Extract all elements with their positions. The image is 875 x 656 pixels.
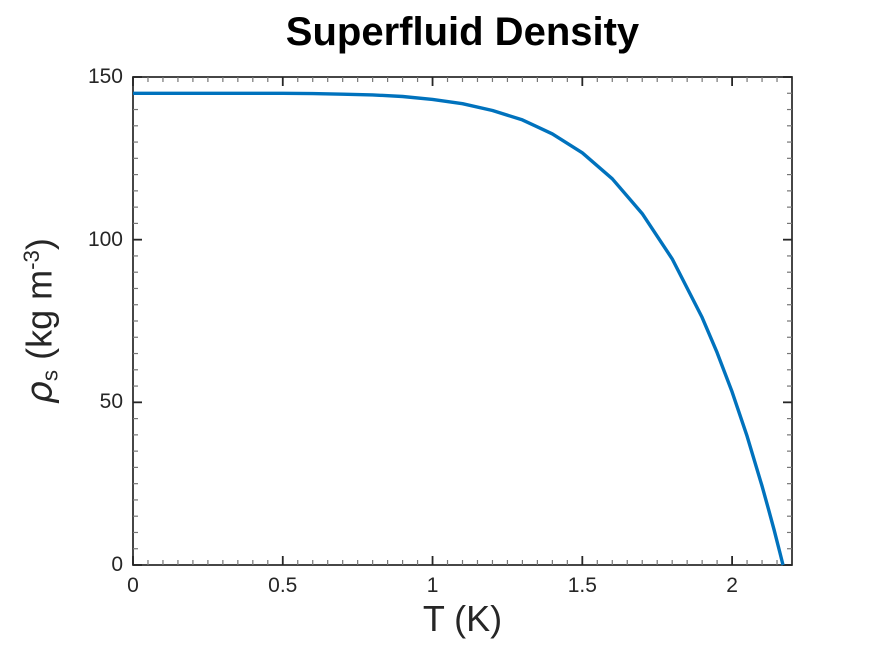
y-unit-exponent: -3 [19,250,44,270]
chart-title: Superfluid Density [285,10,640,54]
y-tick-label: 100 [87,227,123,251]
y-unit-prefix: (kg m [18,269,60,370]
rho-subscript: s [37,369,63,382]
x-axis-label: T (K) [422,598,503,639]
y-tick-label: 0 [111,553,123,576]
x-tick-label: 0.5 [268,574,298,597]
axes-box [132,76,793,566]
series-line-superfluid-density [133,91,785,566]
y-axis-label: ρs (kg m-3) [10,77,62,565]
x-tick-label: 2 [726,574,738,597]
x-tick-label: 1 [426,574,439,597]
x-tick-label: 1.5 [567,574,597,597]
x-tick-label: 0 [127,574,139,597]
y-tick-label: 50 [99,390,123,414]
y-tick-label: 150 [87,65,123,88]
